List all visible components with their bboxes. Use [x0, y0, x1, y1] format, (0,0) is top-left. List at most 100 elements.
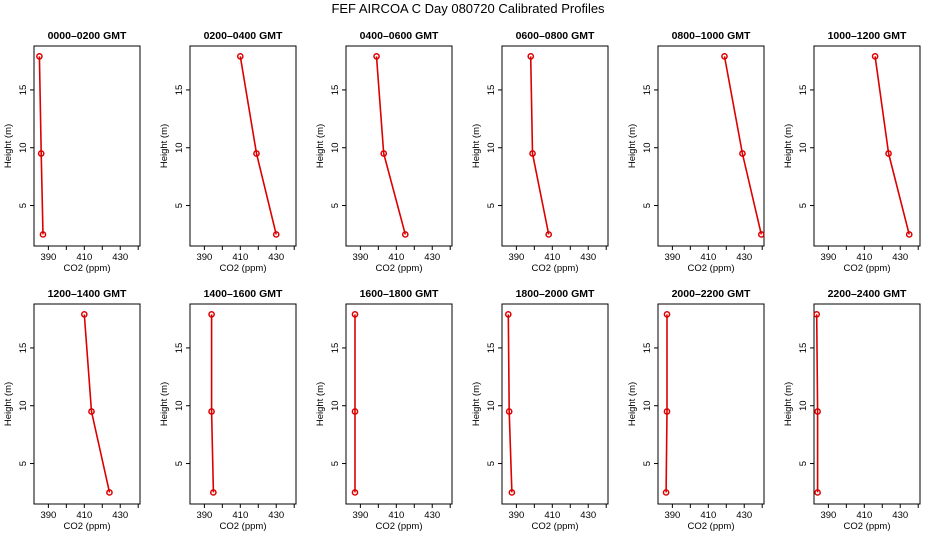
panel-title: 1600–1800 GMT	[360, 288, 439, 300]
plot-frame	[501, 45, 609, 247]
plot-frame	[345, 303, 453, 505]
y-axis-label: Height (m)	[627, 382, 638, 426]
panel-title: 1400–1600 GMT	[204, 288, 283, 300]
y-tick-label: 15	[486, 85, 497, 96]
y-tick-label: 5	[174, 461, 185, 466]
panel-title: 1000–1200 GMT	[828, 30, 907, 42]
data-point	[504, 311, 512, 318]
data-point	[505, 408, 513, 415]
plot-frame	[657, 45, 765, 247]
chart-title: FEF AIRCOA C Day 080720 Calibrated Profi…	[331, 1, 605, 16]
data-point	[545, 231, 553, 238]
data-point	[401, 231, 409, 238]
x-tick-label: 390	[820, 510, 836, 521]
x-axis-label: CO2 (ppm)	[532, 263, 579, 274]
profile-line	[375, 56, 407, 235]
x-axis-label: CO2 (ppm)	[376, 521, 423, 532]
y-tick-label: 15	[798, 343, 809, 354]
panel-title: 2200–2400 GMT	[828, 288, 907, 300]
data-point	[663, 311, 671, 318]
x-tick-label: 390	[664, 252, 680, 263]
y-tick-label: 15	[174, 85, 185, 96]
x-tick-label: 410	[76, 252, 92, 263]
y-tick-label: 10	[330, 142, 341, 153]
data-point	[814, 408, 821, 415]
plot-frame	[189, 45, 297, 247]
x-axis-label: CO2 (ppm)	[688, 263, 735, 274]
x-tick-label: 410	[76, 510, 92, 521]
x-tick-label: 430	[580, 252, 596, 263]
panel-title: 0600–0800 GMT	[516, 30, 595, 42]
data-point	[37, 150, 45, 157]
x-tick-label: 390	[196, 510, 212, 521]
data-point	[39, 231, 47, 238]
y-tick-label: 15	[798, 85, 809, 96]
profile-line	[83, 314, 111, 493]
y-tick-label: 15	[18, 343, 29, 354]
profile-line	[529, 56, 550, 235]
data-point	[380, 150, 388, 157]
y-axis-label: Height (m)	[783, 124, 794, 168]
profile-line	[210, 314, 215, 493]
y-axis-label: Height (m)	[783, 382, 794, 426]
x-tick-label: 390	[196, 252, 212, 263]
data-point	[813, 311, 821, 318]
plot-frame	[813, 45, 921, 247]
data-point	[373, 53, 380, 60]
y-axis-label: Height (m)	[315, 124, 326, 168]
data-point	[663, 408, 671, 415]
data-point	[236, 53, 244, 60]
x-tick-label: 430	[424, 252, 440, 263]
data-point	[739, 150, 746, 157]
y-tick-label: 15	[174, 343, 185, 354]
data-point	[885, 150, 892, 157]
x-tick-label: 390	[508, 252, 524, 263]
x-axis-label: CO2 (ppm)	[64, 521, 111, 532]
y-tick-label: 5	[330, 461, 341, 466]
y-tick-label: 5	[642, 461, 653, 466]
data-point	[351, 408, 359, 415]
y-tick-label: 5	[486, 203, 497, 208]
x-tick-label: 410	[388, 510, 404, 521]
profile-line	[239, 56, 277, 235]
y-tick-label: 5	[486, 461, 497, 466]
y-axis-label: Height (m)	[471, 124, 482, 168]
x-tick-label: 430	[580, 510, 596, 521]
y-tick-label: 10	[174, 400, 185, 411]
profile-line	[38, 56, 44, 235]
x-tick-label: 390	[40, 510, 56, 521]
plot-frame	[33, 303, 141, 505]
y-axis-label: Height (m)	[315, 382, 326, 426]
data-point	[527, 53, 535, 60]
data-point	[529, 150, 536, 157]
y-axis-label: Height (m)	[159, 382, 170, 426]
x-tick-label: 430	[268, 252, 284, 263]
data-point	[662, 489, 670, 496]
y-tick-label: 10	[642, 400, 653, 411]
y-tick-label: 5	[642, 203, 653, 208]
x-tick-label: 390	[508, 510, 524, 521]
y-tick-label: 10	[174, 142, 185, 153]
x-tick-label: 430	[268, 510, 284, 521]
data-point	[208, 408, 215, 415]
x-tick-label: 410	[700, 510, 716, 521]
x-axis-label: CO2 (ppm)	[844, 263, 891, 274]
y-axis-label: Height (m)	[471, 382, 482, 426]
y-tick-label: 10	[798, 400, 809, 411]
y-axis-label: Height (m)	[159, 124, 170, 168]
y-tick-label: 10	[18, 142, 29, 153]
x-tick-label: 410	[232, 252, 248, 263]
x-tick-label: 390	[352, 510, 368, 521]
data-point	[36, 53, 43, 60]
data-point	[508, 489, 516, 496]
panel-title: 0200–0400 GMT	[204, 30, 283, 42]
y-axis-label: Height (m)	[3, 382, 14, 426]
y-tick-label: 15	[330, 85, 341, 96]
plot-frame	[345, 45, 453, 247]
x-tick-label: 390	[40, 252, 56, 263]
plot-frame	[33, 45, 141, 247]
y-tick-label: 5	[798, 203, 809, 208]
panel-title: 0800–1000 GMT	[672, 30, 751, 42]
x-tick-label: 410	[388, 252, 404, 263]
data-point	[80, 311, 88, 318]
